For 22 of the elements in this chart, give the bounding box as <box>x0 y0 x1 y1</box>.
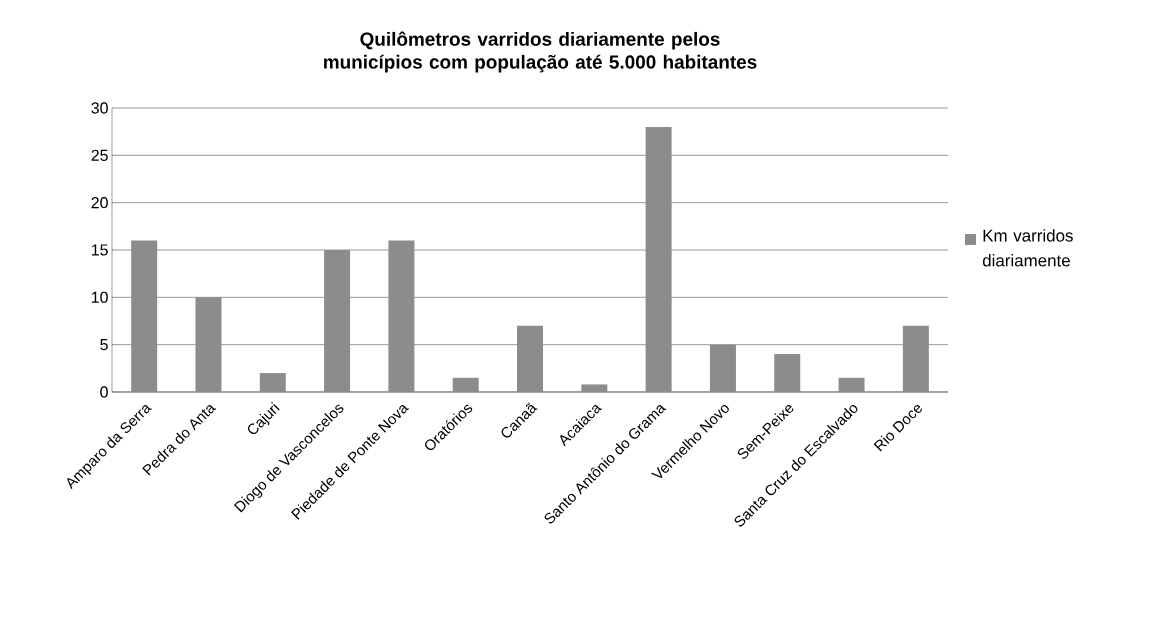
bar <box>774 354 801 392</box>
bar <box>131 240 158 392</box>
bar <box>581 384 608 392</box>
y-tick-label: 25 <box>91 149 108 161</box>
bar <box>902 325 929 392</box>
y-tick-label: 10 <box>91 291 108 303</box>
chart-title: Quilômetros varridos diariamente pelos municípios com população até 5.000 habitantes <box>324 31 757 73</box>
y-tick-label: 5 <box>100 339 108 351</box>
y-tick-label: 15 <box>91 244 108 256</box>
bar <box>195 297 222 392</box>
legend-label: Km varridos diariamente <box>982 229 1073 267</box>
bar <box>517 325 544 392</box>
bar <box>388 240 415 392</box>
y-tick-label: 30 <box>91 102 108 114</box>
bar <box>324 249 351 392</box>
bar <box>452 377 479 392</box>
bar <box>709 344 736 392</box>
bar <box>838 377 865 392</box>
bar <box>259 373 286 392</box>
bar <box>645 126 672 392</box>
y-tick-label: 20 <box>91 197 108 209</box>
y-tick-label: 0 <box>100 386 108 398</box>
